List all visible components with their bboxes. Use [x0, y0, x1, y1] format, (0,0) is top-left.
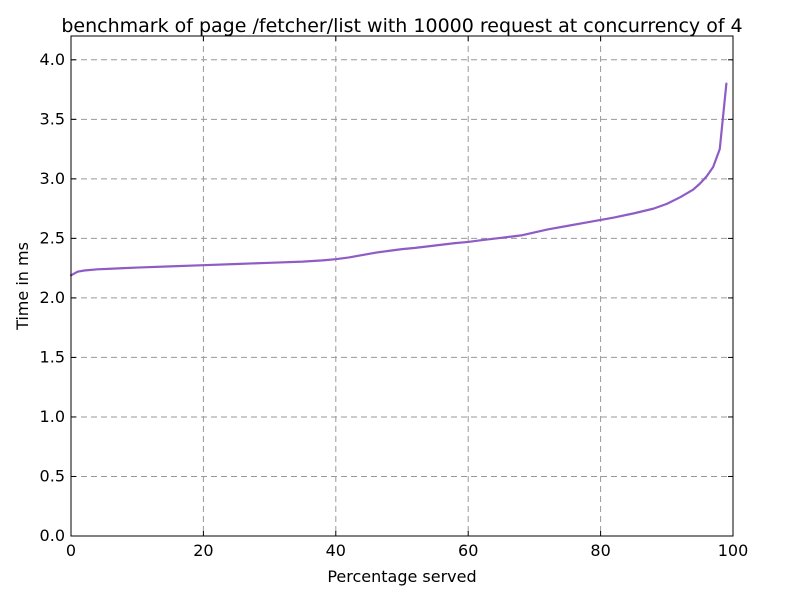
chart-title: benchmark of page /fetcher/list with 100…: [61, 15, 742, 37]
y-tick-label: 4.0: [40, 50, 65, 69]
plot-frame: [70, 35, 734, 537]
y-tick-label: 2.0: [40, 288, 65, 307]
y-tick-label: 3.5: [40, 109, 65, 128]
x-tick-label: 0: [66, 541, 76, 560]
y-tick-label: 0.0: [40, 526, 65, 545]
grid-layer: [71, 36, 733, 536]
y-tick-label: 1.0: [40, 407, 65, 426]
x-tick-label: 80: [590, 541, 610, 560]
y-tick-label: 2.5: [40, 228, 65, 247]
x-tick-label: 100: [718, 541, 749, 560]
tick-layer: 0 20 40 60 80 100 0.0 0.5 1.0 1.5 2.0 2.5 3.0 3.5 4.0: [40, 36, 749, 560]
series-line: [69, 82, 728, 277]
y-axis-title: Time in ms: [13, 242, 32, 331]
y-tick-label: 0.5: [40, 466, 65, 485]
y-tick-label: 1.5: [40, 347, 65, 366]
x-tick-label: 60: [458, 541, 478, 560]
y-tick-label: 3.0: [40, 169, 65, 188]
series-layer: [69, 82, 728, 277]
x-tick-label: 20: [193, 541, 213, 560]
x-tick-label: 40: [326, 541, 346, 560]
x-axis-title: Percentage served: [327, 567, 476, 586]
